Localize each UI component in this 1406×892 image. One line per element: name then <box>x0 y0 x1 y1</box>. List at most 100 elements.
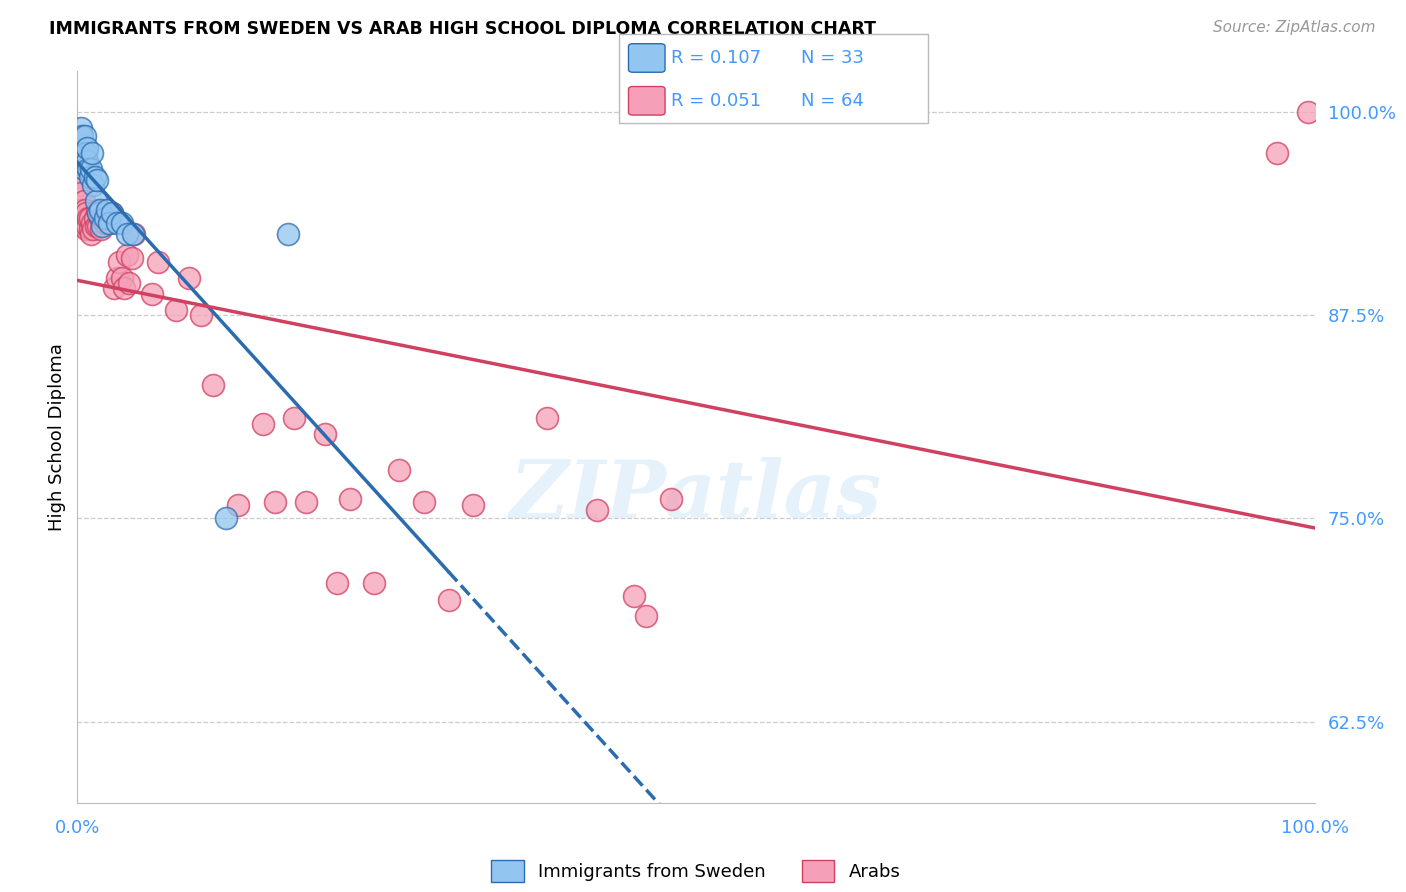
Text: IMMIGRANTS FROM SWEDEN VS ARAB HIGH SCHOOL DIPLOMA CORRELATION CHART: IMMIGRANTS FROM SWEDEN VS ARAB HIGH SCHO… <box>49 20 876 37</box>
Point <box>277 227 299 241</box>
Point <box>412 495 434 509</box>
Point <box>73 215 96 229</box>
Point <box>82 145 104 160</box>
Point <box>146 254 169 268</box>
Point <box>105 270 128 285</box>
Point <box>72 211 94 225</box>
Point <box>437 592 460 607</box>
Point <box>215 511 238 525</box>
Point <box>118 276 141 290</box>
Point <box>115 227 138 241</box>
Point <box>70 121 93 136</box>
Point <box>77 161 100 176</box>
Point <box>84 219 107 233</box>
Point <box>111 215 134 229</box>
Point <box>101 206 124 220</box>
Point <box>363 576 385 591</box>
Point <box>115 248 138 262</box>
Point <box>112 280 135 294</box>
Point <box>339 491 361 506</box>
Point <box>101 206 124 220</box>
Point <box>86 173 108 187</box>
Point <box>72 219 94 233</box>
Point <box>83 211 105 225</box>
Point <box>69 178 91 193</box>
Point <box>89 202 111 217</box>
Point <box>165 303 187 318</box>
Point <box>82 222 104 236</box>
Point <box>252 417 274 431</box>
Point <box>80 161 103 176</box>
Point <box>72 145 94 160</box>
Point <box>659 491 682 506</box>
Point <box>70 186 93 201</box>
Point <box>226 499 249 513</box>
Point <box>177 270 200 285</box>
Point <box>87 219 110 233</box>
Point <box>89 211 111 225</box>
Point <box>73 129 96 144</box>
Point <box>76 141 98 155</box>
Point <box>586 503 609 517</box>
Point <box>141 287 163 301</box>
Point <box>72 194 94 209</box>
Point <box>202 378 225 392</box>
Point <box>91 211 114 225</box>
Point <box>111 270 134 285</box>
Text: R = 0.107: R = 0.107 <box>671 49 761 67</box>
Point <box>82 178 104 193</box>
Point <box>295 495 318 509</box>
Point <box>75 145 97 160</box>
Point <box>636 608 658 623</box>
Point <box>87 206 110 220</box>
Point <box>80 227 103 241</box>
Y-axis label: High School Diploma: High School Diploma <box>48 343 66 531</box>
Point <box>314 426 336 441</box>
Text: Source: ZipAtlas.com: Source: ZipAtlas.com <box>1212 20 1375 35</box>
Point <box>73 157 96 171</box>
Point <box>70 202 93 217</box>
Point <box>73 202 96 217</box>
Point <box>90 222 112 236</box>
Point <box>72 153 94 168</box>
Point <box>72 161 94 176</box>
Point <box>1298 105 1320 120</box>
Point <box>77 211 100 225</box>
Point <box>388 462 411 476</box>
Point <box>82 215 104 229</box>
Point <box>72 129 94 144</box>
Point <box>1267 145 1289 160</box>
Point <box>75 222 97 236</box>
Point <box>84 194 107 209</box>
Text: N = 64: N = 64 <box>801 92 865 110</box>
Point <box>79 222 101 236</box>
Text: ZIPatlas: ZIPatlas <box>510 457 882 534</box>
Point <box>264 495 287 509</box>
Point <box>76 219 98 233</box>
Point <box>96 202 118 217</box>
Point <box>76 153 98 168</box>
Point <box>108 254 131 268</box>
Point <box>96 202 118 217</box>
Point <box>86 202 108 217</box>
Text: R = 0.051: R = 0.051 <box>671 92 761 110</box>
Point <box>91 219 114 233</box>
Point <box>98 215 121 229</box>
Point <box>463 499 485 513</box>
Point <box>69 169 91 184</box>
Point <box>283 410 305 425</box>
Point <box>103 280 125 294</box>
Point <box>623 590 645 604</box>
Point <box>326 576 349 591</box>
Point <box>122 227 145 241</box>
Point <box>79 169 101 184</box>
Text: N = 33: N = 33 <box>801 49 865 67</box>
Point <box>121 252 143 266</box>
Point <box>93 211 115 225</box>
Point <box>122 227 145 241</box>
Point <box>190 308 212 322</box>
Point <box>98 215 121 229</box>
Legend: Immigrants from Sweden, Arabs: Immigrants from Sweden, Arabs <box>484 853 908 888</box>
Point <box>83 169 105 184</box>
Point <box>79 211 101 225</box>
